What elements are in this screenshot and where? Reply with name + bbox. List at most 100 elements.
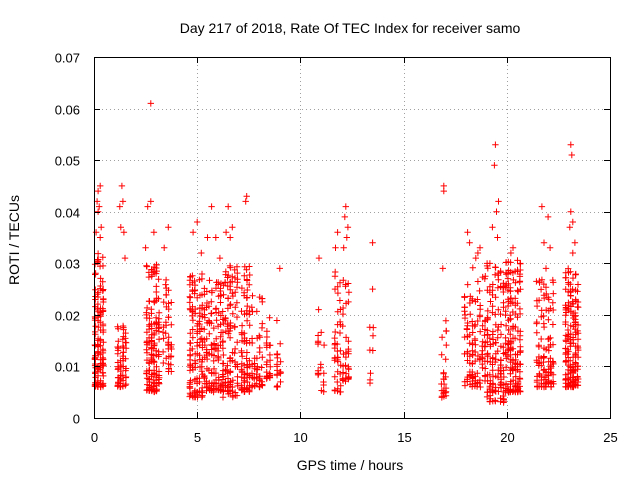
data-point (155, 380, 163, 387)
data-point (500, 381, 507, 389)
data-point (222, 366, 230, 373)
data-point (533, 378, 541, 386)
data-point (549, 358, 556, 365)
data-point (540, 320, 547, 327)
data-point (97, 364, 104, 371)
data-point (249, 308, 256, 315)
data-point (186, 339, 194, 347)
data-point (514, 366, 521, 373)
data-point (535, 362, 542, 369)
data-point (189, 334, 196, 341)
data-point (144, 203, 151, 210)
data-point (148, 354, 155, 362)
data-point (274, 383, 281, 391)
data-point (572, 352, 579, 360)
data-point (366, 324, 373, 331)
data-point (484, 315, 491, 322)
data-point (541, 294, 548, 302)
data-point (208, 346, 215, 353)
data-point (491, 271, 499, 278)
data-point (542, 383, 550, 390)
data-point (150, 229, 158, 236)
data-point (474, 249, 482, 257)
data-point (224, 362, 231, 369)
data-point (196, 292, 204, 299)
data-point (143, 262, 150, 269)
data-point (366, 376, 374, 384)
data-point (567, 343, 574, 350)
data-point (256, 377, 263, 384)
data-point (439, 265, 446, 272)
data-point (119, 342, 127, 350)
data-point (97, 311, 104, 318)
data-point (92, 229, 100, 236)
data-point (320, 370, 327, 377)
data-point (337, 382, 344, 389)
grid (94, 57, 610, 418)
data-point (198, 363, 205, 370)
data-point (476, 244, 484, 251)
data-point (249, 292, 256, 299)
data-point (517, 343, 524, 350)
data-point (461, 378, 468, 385)
data-point (495, 270, 502, 277)
data-point (240, 289, 248, 296)
data-point (574, 303, 581, 311)
data-point (200, 373, 208, 381)
data-point (332, 244, 339, 251)
data-point (507, 378, 514, 385)
data-point (331, 386, 338, 394)
data-point (99, 349, 107, 357)
data-point (443, 341, 450, 349)
data-point (238, 322, 246, 329)
data-point (345, 363, 352, 370)
data-point (489, 355, 496, 362)
data-point (148, 383, 155, 391)
data-point (224, 387, 232, 394)
data-point (497, 310, 504, 318)
data-point (92, 296, 99, 303)
data-point (472, 321, 479, 328)
data-point (162, 281, 169, 288)
data-point (225, 272, 232, 279)
data-point (545, 372, 552, 379)
data-point (342, 362, 349, 369)
data-point (337, 388, 344, 396)
data-point (487, 343, 494, 350)
data-point (160, 298, 167, 306)
data-point (339, 369, 347, 376)
data-point (233, 313, 241, 321)
data-point (572, 318, 579, 326)
data-point (224, 321, 231, 328)
data-point (189, 326, 196, 333)
data-point (575, 346, 582, 354)
data-point (497, 283, 504, 290)
data-point (153, 363, 160, 370)
data-point (497, 331, 505, 338)
data-point (514, 388, 521, 395)
data-point (562, 358, 569, 366)
data-point (334, 321, 341, 328)
data-point (369, 332, 377, 339)
data-point (562, 338, 570, 345)
data-point (148, 334, 155, 342)
data-point (538, 313, 545, 321)
data-point (201, 341, 208, 349)
data-point (344, 224, 352, 231)
data-point (489, 309, 496, 316)
data-point (243, 294, 250, 302)
data-point (567, 330, 574, 338)
data-point (547, 379, 555, 387)
data-point (334, 354, 341, 361)
data-point (440, 369, 447, 376)
data-point (122, 365, 130, 372)
data-point (547, 361, 554, 369)
data-point (516, 310, 524, 318)
data-point (334, 308, 341, 315)
data-point (514, 314, 521, 321)
data-point (489, 328, 497, 335)
data-point (320, 381, 327, 389)
data-point (226, 334, 234, 341)
data-point (484, 353, 491, 360)
data-point (97, 319, 104, 326)
